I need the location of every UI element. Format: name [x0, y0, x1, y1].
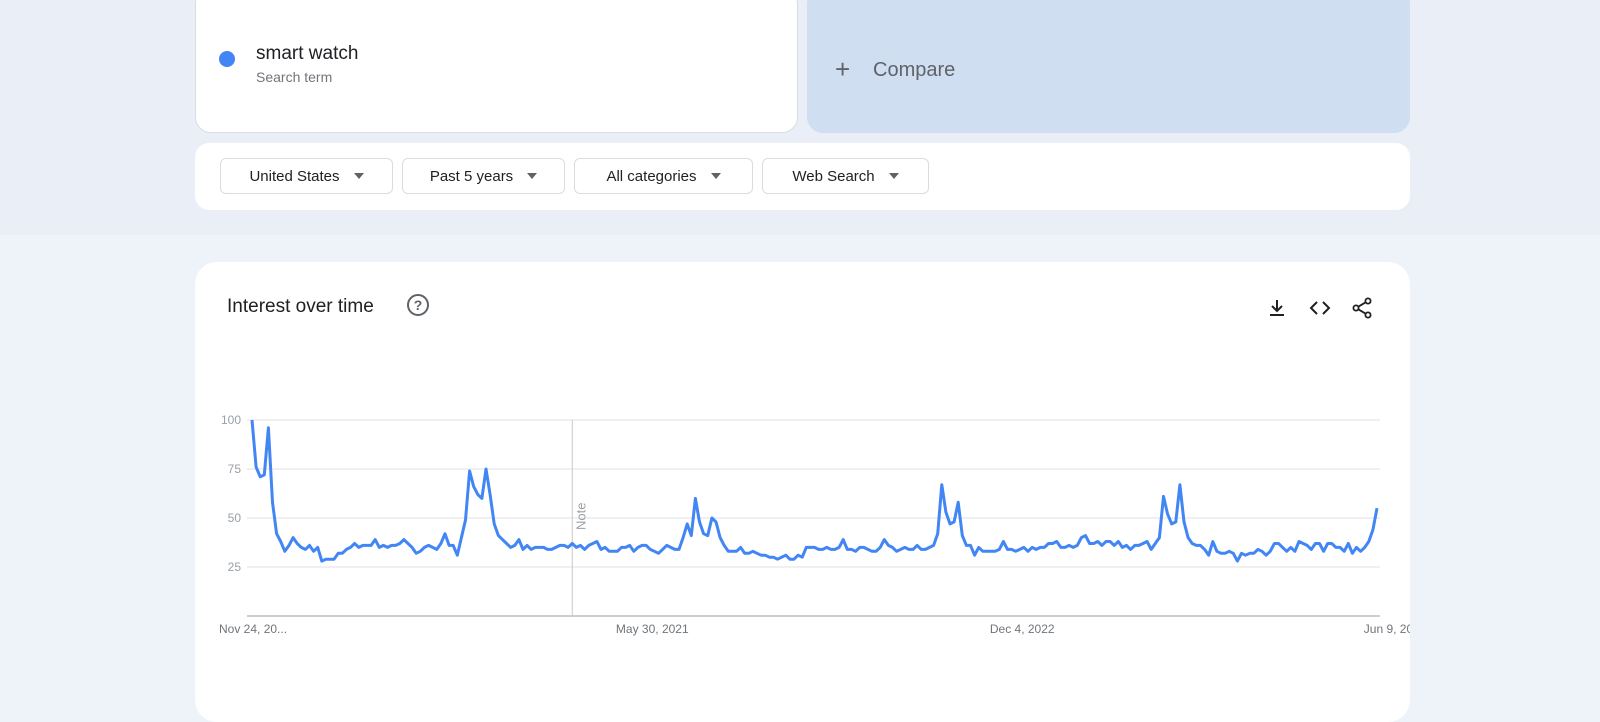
help-icon[interactable]: ?	[407, 294, 429, 316]
search-term-name[interactable]: smart watch	[256, 43, 359, 64]
series-line-smart-watch	[250, 419, 1379, 563]
filter-category[interactable]: All categories	[574, 158, 753, 194]
y-tick-label: 100	[221, 413, 241, 427]
download-icon[interactable]	[1265, 296, 1289, 320]
embed-code-icon[interactable]	[1308, 296, 1332, 320]
x-tick-label: May 30, 2021	[616, 622, 689, 636]
plus-icon: +	[835, 54, 851, 84]
share-icon[interactable]	[1350, 296, 1374, 320]
dropdown-caret-icon	[710, 173, 721, 179]
filter-search-type[interactable]: Web Search	[762, 158, 929, 194]
filter-region-label: United States	[249, 167, 340, 185]
x-tick-label: Jun 9, 2024	[1364, 622, 1410, 636]
interest-line-chart: 25 50 75 100 Note Nov 24, 20... May 30, 2021 De…	[219, 413, 1410, 636]
dropdown-caret-icon	[527, 173, 538, 179]
dropdown-caret-icon	[888, 173, 899, 179]
filter-region[interactable]: United States	[220, 158, 393, 194]
note-label: Note	[573, 503, 588, 530]
filter-category-label: All categories	[606, 167, 697, 185]
series-color-dot	[219, 51, 235, 67]
compare-button[interactable]: + Compare	[807, 0, 1410, 133]
y-tick-label: 75	[228, 462, 242, 476]
x-tick-label: Nov 24, 20...	[219, 622, 287, 636]
search-term-card[interactable]: smart watch Search term	[195, 0, 798, 133]
y-tick-label: 25	[228, 560, 242, 574]
filter-time-range-label: Past 5 years	[429, 167, 514, 185]
compare-label: Compare	[873, 59, 956, 81]
filter-bar: United States Past 5 years All categorie…	[195, 143, 1410, 210]
y-tick-label: 50	[228, 511, 242, 525]
x-tick-label: Dec 4, 2022	[990, 622, 1055, 636]
search-term-type: Search term	[256, 69, 333, 85]
interest-over-time-panel: Interest over time ? 25 50 75 100 Note Nov 24…	[195, 262, 1410, 722]
filter-time-range[interactable]: Past 5 years	[402, 158, 565, 194]
panel-title: Interest over time	[227, 296, 374, 317]
dropdown-caret-icon	[353, 173, 364, 179]
filter-search-type-label: Web Search	[792, 167, 875, 185]
